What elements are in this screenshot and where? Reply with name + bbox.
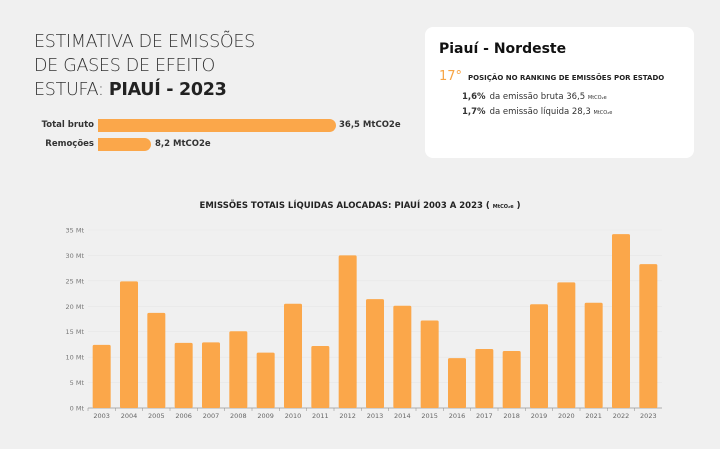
x-tick-label: 2003 — [93, 412, 110, 420]
x-tick-label: 2016 — [449, 412, 466, 420]
y-tick-label: 15 Mt — [66, 328, 85, 336]
bar-2015 — [420, 320, 439, 408]
bar-2020 — [557, 282, 576, 408]
bar-2012 — [338, 255, 357, 408]
bar-2010 — [284, 303, 302, 408]
summary-bar — [98, 138, 151, 151]
x-tick-label: 2017 — [476, 412, 493, 420]
bar-2014 — [393, 305, 412, 408]
bar-2009 — [256, 352, 275, 408]
chart-title-end: ) — [516, 201, 521, 211]
bar-2011 — [311, 345, 330, 408]
title-state-year: PIAUÍ - 2023 — [108, 80, 227, 100]
bar-2003 — [92, 344, 111, 408]
x-tick-label: 2023 — [640, 412, 657, 420]
x-tick-label: 2011 — [312, 412, 329, 420]
chart-title: EMISSÕES TOTAIS LÍQUIDAS ALOCADAS: PIAUÍ… — [0, 201, 720, 211]
state-info-card: Piauí - Nordeste 17° POSIÇÃO NO RANKING … — [425, 27, 694, 158]
chart-title-unit: MtCO₂e — [492, 204, 514, 210]
bar-2021 — [584, 302, 603, 408]
x-tick-label: 2022 — [613, 412, 630, 420]
stat-pct: 1,7% — [462, 107, 486, 117]
bar-2023 — [639, 264, 658, 408]
rank-text: POSIÇÃO NO RANKING DE EMISSÕES POR ESTAD… — [468, 74, 665, 82]
bar-2016 — [448, 358, 466, 408]
bar-2004 — [120, 281, 138, 408]
x-tick-label: 2009 — [257, 412, 274, 420]
stat-unit: MtCO₂e — [587, 95, 607, 101]
x-tick-label: 2008 — [230, 412, 247, 420]
card-title: Piauí - Nordeste — [439, 41, 567, 57]
x-tick-label: 2007 — [203, 412, 220, 420]
bar-2005 — [147, 312, 166, 408]
bar-2018 — [502, 351, 521, 408]
stat-gross: 1,6% da emissão bruta 36,5 MtCO₂e — [462, 92, 680, 102]
y-tick-label: 20 Mt — [66, 303, 85, 311]
bar-2017 — [475, 349, 494, 408]
bar-2019 — [530, 304, 548, 408]
bar-2008 — [229, 331, 248, 408]
x-tick-label: 2004 — [121, 412, 138, 420]
y-tick-label: 25 Mt — [66, 277, 85, 285]
summary-row-removals: Remoções 8,2 MtCO2e — [0, 138, 420, 152]
page-title: ESTIMATIVA DE EMISSÕES DE GASES DE EFEIT… — [34, 30, 255, 102]
stat-pct: 1,6% — [462, 92, 486, 102]
chart-title-text: EMISSÕES TOTAIS LÍQUIDAS ALOCADAS: PIAUÍ… — [199, 201, 490, 211]
bar-2013 — [366, 299, 384, 408]
summary-row-total: Total bruto 36,5 MtCO2e — [0, 119, 420, 133]
y-tick-label: 10 Mt — [66, 354, 85, 362]
x-tick-label: 2020 — [558, 412, 575, 420]
x-tick-label: 2005 — [148, 412, 165, 420]
title-prefix: ESTUFA: — [34, 80, 109, 100]
summary-label: Remoções — [45, 139, 94, 149]
ranking: 17° POSIÇÃO NO RANKING DE EMISSÕES POR E… — [439, 69, 680, 84]
x-tick-label: 2014 — [394, 412, 411, 420]
summary-label: Total bruto — [41, 120, 94, 130]
rank-number: 17° — [439, 69, 463, 84]
y-tick-label: 35 Mt — [66, 227, 85, 235]
x-tick-label: 2010 — [285, 412, 302, 420]
stat-text: da emissão bruta 36,5 — [489, 92, 586, 102]
y-tick-label: 5 Mt — [70, 379, 85, 387]
stat-unit: MtCO₂e — [593, 110, 613, 116]
x-tick-label: 2015 — [421, 412, 438, 420]
x-tick-label: 2018 — [503, 412, 520, 420]
stat-text: da emissão líquida 28,3 — [489, 107, 591, 117]
y-tick-label: 30 Mt — [66, 252, 85, 260]
title-line: DE GASES DE EFEITO — [34, 56, 215, 76]
bar-2022 — [612, 234, 630, 408]
x-tick-label: 2013 — [367, 412, 384, 420]
title-line: ESTUFA: PIAUÍ - 2023 — [34, 78, 255, 102]
x-tick-label: 2019 — [531, 412, 548, 420]
x-tick-label: 2012 — [339, 412, 356, 420]
stat-net: 1,7% da emissão líquida 28,3 MtCO₂e — [462, 107, 680, 117]
bar-2007 — [202, 342, 220, 408]
summary-value: 8,2 MtCO2e — [155, 139, 211, 149]
x-tick-label: 2006 — [175, 412, 192, 420]
y-tick-label: 0 Mt — [70, 405, 85, 413]
summary-value: 36,5 MtCO2e — [339, 120, 401, 130]
title-line: ESTIMATIVA DE EMISSÕES — [34, 32, 255, 52]
bar-2006 — [174, 342, 193, 408]
x-tick-label: 2021 — [585, 412, 602, 420]
summary-bar — [98, 119, 336, 132]
